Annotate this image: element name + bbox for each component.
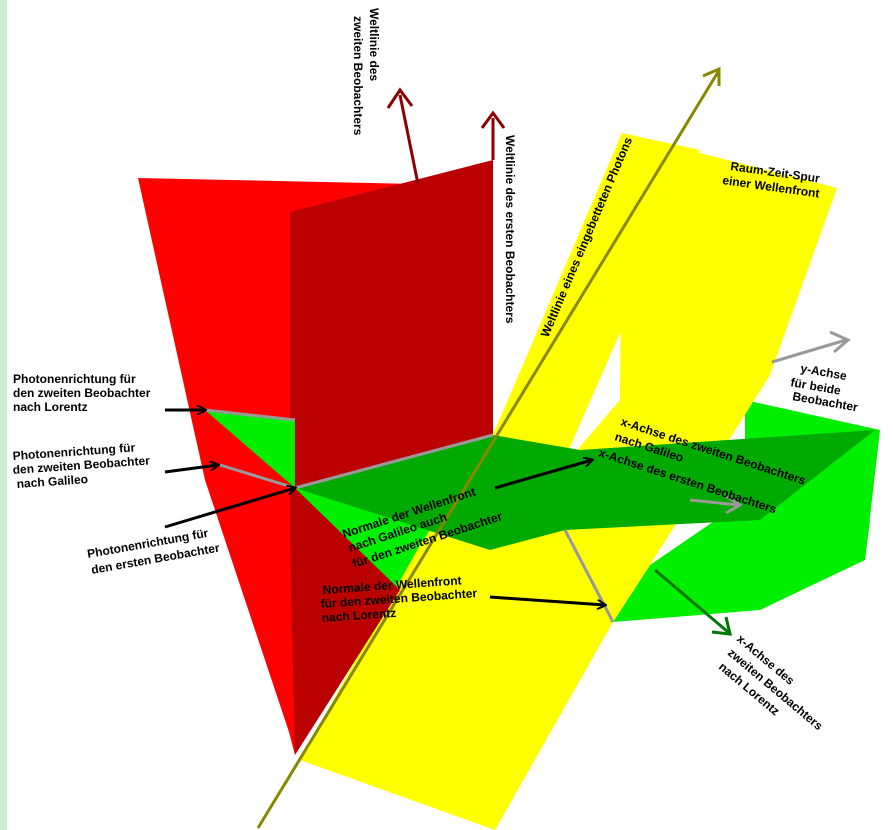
label-photon-second-galileo-3: nach Galileo — [16, 472, 88, 491]
x-axis-first-line — [689, 498, 739, 507]
label-worldline-second-2: zweiten Beobachters — [351, 16, 365, 136]
gray-line-first — [294, 433, 494, 490]
x-axis-first-arrowhead — [725, 494, 743, 515]
gray-line-galileo — [219, 463, 296, 490]
y-axis-arrowhead — [829, 330, 851, 354]
worldline-second-observer — [398, 94, 420, 185]
label-photon-second-lorentz-2: den zweiten Beobachter — [13, 386, 151, 400]
dark-red-plane-lower — [295, 488, 400, 755]
green-plane-photon — [205, 410, 295, 488]
left-edge-strip — [0, 0, 7, 830]
worldline-second-arrowhead — [386, 87, 414, 109]
y-axis-line — [771, 338, 847, 364]
pointer-photon-second-galileo — [164, 465, 218, 474]
label-normal-lorentz-3: nach Lorentz — [321, 606, 396, 625]
x-axis-lorentz-line — [654, 568, 729, 634]
label-photon-second-lorentz-1: Photonenrichtung für — [13, 372, 136, 386]
dark-red-plane — [290, 160, 493, 755]
label-photon-second-lorentz-3: nach Lorentz — [13, 400, 88, 414]
pointer-normal-lorentz — [489, 595, 605, 605]
yellow-wavefront-upper — [493, 133, 700, 470]
pointer-normal-galileo — [494, 460, 592, 490]
photon-worldline — [256, 71, 720, 829]
pointer-photon-first — [164, 488, 295, 529]
worldline-first-arrowhead — [480, 110, 506, 129]
green-plane-right — [613, 500, 870, 622]
gray-line-lorentz — [204, 408, 296, 422]
label-worldline-first: Weltlinie des ersten Beobachters — [503, 135, 517, 324]
label-worldline-second-1: Weltlinie des — [367, 8, 381, 81]
dark-green-plane — [295, 430, 875, 550]
x-axis-lorentz-arrowhead — [711, 616, 732, 636]
photon-worldline-arrowhead — [702, 66, 721, 86]
